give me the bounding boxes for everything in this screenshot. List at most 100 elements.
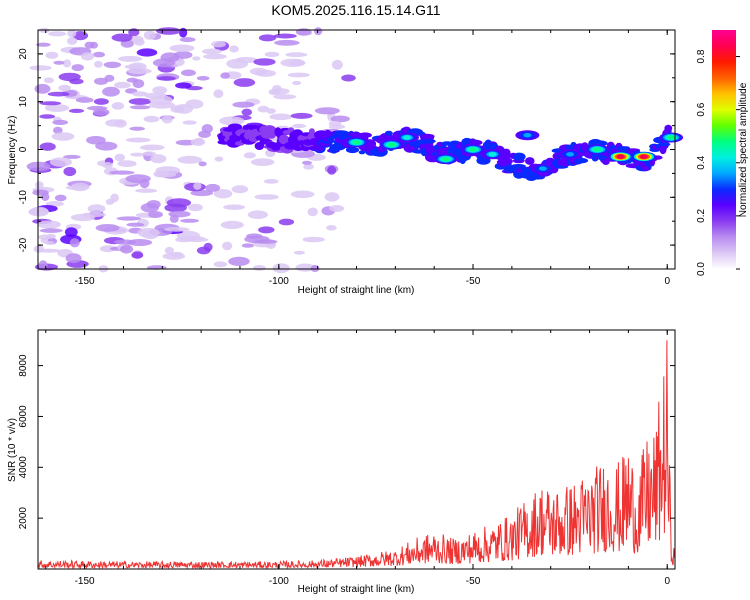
heatmap-cell	[117, 55, 143, 62]
heatmap-cell	[67, 29, 77, 38]
heatmap-cell	[211, 41, 226, 48]
heatmap-cell	[150, 154, 167, 164]
heatmap-cell	[65, 185, 90, 190]
snr-y-ticks: 2000 4000 6000 8000	[18, 354, 675, 529]
snr-panel: -150 -100 -50 0 2000 4000 6000 8000 Height of …	[7, 329, 676, 595]
heatmap-cell	[127, 239, 153, 246]
heatmap-cell	[324, 192, 340, 202]
heatmap-cell	[181, 69, 196, 77]
heatmap-cell	[156, 27, 182, 35]
heatmap-cell	[314, 107, 340, 115]
heatmap-hotspot	[352, 140, 361, 145]
spectrogram-x-axis-label: Height of straight line (km)	[298, 285, 415, 296]
x-tick-label: -50	[466, 576, 481, 587]
heatmap-cell	[273, 94, 297, 100]
heatmap-cell	[140, 203, 159, 213]
heatmap-cell	[44, 104, 70, 112]
heatmap-cell	[278, 134, 290, 145]
heatmap-cell	[213, 89, 224, 98]
heatmap-cell	[278, 218, 295, 226]
heatmap-cell	[510, 164, 526, 169]
heatmap-hotspot	[616, 154, 625, 159]
heatmap-cell	[63, 154, 81, 159]
heatmap-cell	[179, 27, 188, 38]
heatmap-cell	[254, 194, 279, 200]
heatmap-cell	[156, 76, 176, 81]
heatmap-cell	[384, 130, 393, 136]
heatmap-cell	[81, 52, 95, 61]
heatmap-cell	[345, 146, 360, 154]
heatmap-cell	[233, 78, 256, 87]
heatmap-cell	[64, 227, 78, 238]
x-tick-label: -100	[269, 276, 289, 287]
heatmap-cell	[95, 224, 120, 232]
heatmap-cell	[251, 158, 275, 167]
x-tick-label: -100	[269, 576, 289, 587]
heatmap-cell	[253, 58, 276, 66]
heatmap-cell	[34, 83, 51, 94]
heatmap-cell	[287, 72, 310, 78]
heatmap-cell	[152, 86, 168, 95]
heatmap-cell	[525, 157, 535, 165]
heatmap-cell	[178, 235, 205, 241]
heatmap-cell	[102, 161, 113, 169]
heatmap-cell	[37, 220, 61, 229]
heatmap-cell	[26, 161, 51, 172]
heatmap-cell	[459, 156, 467, 165]
x-tick-label: 0	[664, 276, 670, 287]
heatmap-cell	[420, 133, 435, 140]
heatmap-cell	[241, 108, 252, 117]
heatmap-hotspot	[523, 133, 532, 138]
heatmap-cell	[213, 261, 228, 268]
heatmap-cell	[231, 185, 249, 194]
heatmap-cell	[290, 112, 313, 119]
heatmap-cell	[292, 123, 307, 129]
heatmap-cell	[358, 132, 372, 138]
heatmap-cell	[125, 174, 151, 184]
heatmap-cell	[130, 152, 145, 157]
heatmap-cell	[223, 204, 246, 210]
y-tick-label: -10	[18, 190, 29, 205]
heatmap-cell	[93, 51, 105, 58]
heatmap-cell	[35, 181, 44, 189]
y-tick-label: -20	[18, 237, 29, 252]
heatmap-hotspot	[469, 147, 477, 152]
heatmap-cell	[198, 161, 207, 167]
heatmap-cell	[126, 137, 151, 143]
heatmap-cell	[114, 81, 131, 89]
heatmap-cell	[94, 77, 108, 85]
heatmap-hotspot	[639, 154, 648, 159]
heatmap-cell	[658, 142, 671, 147]
colorbar: 0.0 0.2 0.4 0.6 0.8 Normalized spectral ampl…	[696, 30, 749, 276]
heatmap-cell	[341, 74, 356, 82]
heatmap-cell	[232, 101, 255, 108]
heatmap-cell	[120, 244, 134, 254]
heatmap-cell	[182, 120, 197, 125]
heatmap-cell	[93, 98, 109, 105]
heatmap-cell	[222, 241, 233, 251]
heatmap-cell	[290, 190, 315, 199]
heatmap-cell	[214, 156, 224, 162]
spectrogram-y-axis-label: Frequency (Hz)	[7, 116, 18, 185]
snr-x-axis-label: Height of straight line (km)	[298, 584, 415, 595]
heatmap-cell	[53, 126, 63, 134]
heatmap-cell	[190, 138, 206, 146]
heatmap-cell	[53, 60, 65, 65]
heatmap-cell	[213, 189, 233, 199]
heatmap-cell	[171, 251, 184, 257]
heatmap-cell	[469, 139, 483, 146]
heatmap-cell	[358, 150, 366, 155]
x-tick-label: -150	[75, 276, 95, 287]
heatmap-cell	[241, 243, 254, 248]
heatmap-cell	[135, 188, 158, 193]
heatmap-cell	[220, 220, 244, 229]
heatmap-cell	[190, 189, 214, 197]
heatmap-cell	[295, 28, 312, 36]
heatmap-cell	[127, 68, 152, 75]
heatmap-cell	[46, 233, 56, 239]
heatmap-cell	[129, 105, 151, 110]
snr-x-ticks: -150 -100 -50 0	[45, 330, 670, 587]
heatmap-cell	[75, 97, 94, 103]
heatmap-cell	[328, 120, 342, 127]
heatmap-cell	[132, 91, 148, 97]
